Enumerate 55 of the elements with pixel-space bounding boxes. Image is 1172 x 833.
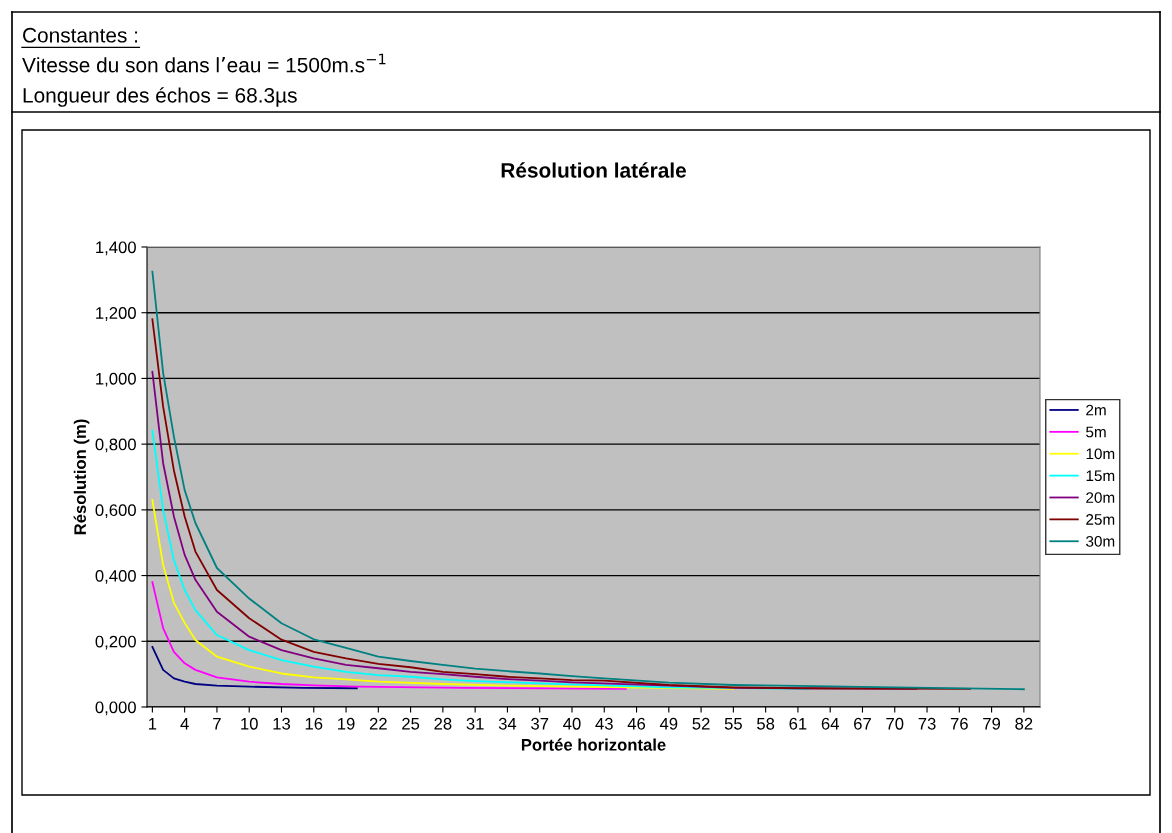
legend-label: 5m xyxy=(1086,426,1106,438)
x-tick-label: 28 xyxy=(434,717,452,730)
x-tick-label: 34 xyxy=(498,717,517,730)
y-tick-label: 0,800 xyxy=(95,438,136,453)
x-tick-label: 73 xyxy=(918,717,936,730)
y-tick-label: 0,000 xyxy=(95,701,136,716)
x-tick-label: 76 xyxy=(950,717,968,730)
x-tick-label: 46 xyxy=(627,717,646,730)
x-tick-label: 22 xyxy=(369,717,387,730)
x-tick-label: 1 xyxy=(149,718,157,730)
x-tick-label: 10 xyxy=(241,717,258,730)
x-tick-label: 82 xyxy=(1015,717,1033,730)
x-tick-label: 79 xyxy=(983,717,1001,730)
line-series xyxy=(151,499,735,690)
line-series xyxy=(151,645,358,690)
legend-label: 15m xyxy=(1086,470,1115,482)
chart-title: Résolution latérale xyxy=(501,162,686,178)
y-tick-label: 1,400 xyxy=(96,241,136,256)
x-tick-label: 31 xyxy=(466,717,484,730)
legend-label: 2m xyxy=(1086,404,1106,416)
y-tick-label: 0,400 xyxy=(95,569,136,584)
y-tick-label: 1,000 xyxy=(96,372,136,387)
line-series xyxy=(151,581,627,690)
x-tick-label: 4 xyxy=(180,718,189,730)
y-axis-title: Résolution (m) xyxy=(73,419,90,535)
text: Vitesse du son dans l’eau = 1500m.s$^{−1}$ xyxy=(22,53,386,73)
x-tick-label: 64 xyxy=(821,717,839,730)
x-tick-label: 49 xyxy=(659,717,678,730)
line-series xyxy=(151,318,971,690)
y-tick-label: 0,600 xyxy=(95,504,136,519)
x-tick-label: 25 xyxy=(402,717,420,730)
legend-label: 25m xyxy=(1086,514,1115,525)
x-tick-label: 19 xyxy=(338,717,355,730)
legend-label: 30m xyxy=(1086,535,1115,547)
x-tick-label: 61 xyxy=(789,717,807,730)
x-tick-label: 37 xyxy=(531,717,549,730)
legend-label: 20m xyxy=(1086,492,1115,503)
text: Longueur des échos = 68.3µs xyxy=(23,87,297,107)
line-series xyxy=(151,429,810,690)
text: Constantes : xyxy=(23,27,138,43)
x-tick-label: 52 xyxy=(692,717,710,730)
x-tick-label: 16 xyxy=(305,717,323,730)
legend-label: 10m xyxy=(1086,448,1115,460)
x-tick-label: 40 xyxy=(563,717,581,730)
y-tick-label: 1,200 xyxy=(96,307,136,321)
y-tick-label: 0,200 xyxy=(95,635,136,650)
x-tick-label: 67 xyxy=(854,717,871,730)
x-tick-label: 55 xyxy=(724,718,742,730)
x-tick-label: 58 xyxy=(757,717,775,730)
x-axis-title: Portée horizontale xyxy=(521,738,666,751)
x-tick-label: 70 xyxy=(886,717,904,730)
x-tick-label: 43 xyxy=(595,717,613,730)
x-tick-label: 13 xyxy=(273,717,291,730)
x-tick-label: 7 xyxy=(213,718,221,730)
line-series xyxy=(151,270,1025,691)
